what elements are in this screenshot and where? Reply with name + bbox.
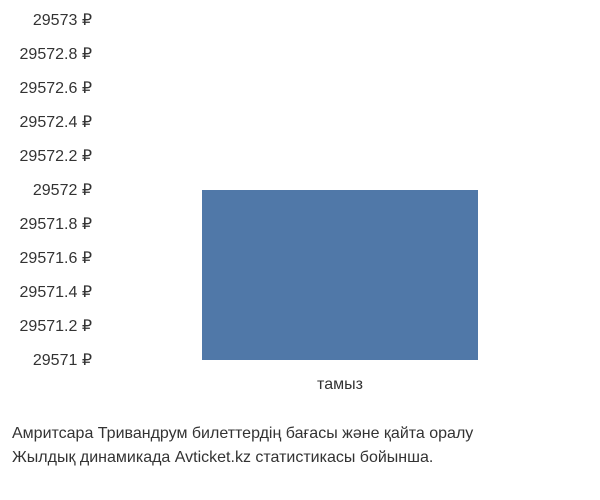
y-axis: 29573 ₽29572.8 ₽29572.6 ₽29572.4 ₽29572.…	[0, 20, 100, 360]
y-tick-label: 29572.2 ₽	[20, 146, 92, 166]
y-tick-label: 29573 ₽	[33, 10, 92, 30]
y-tick-label: 29571.6 ₽	[20, 248, 92, 268]
bar	[202, 190, 478, 360]
y-tick-label: 29572.4 ₽	[20, 112, 92, 132]
caption-line-2: Жылдық динамикада Avticket.kz статистика…	[12, 446, 473, 470]
chart-container: 29573 ₽ 29572.8 ₽ 29572.6 ₽ 29572.4 ₽ 29572.…	[0, 0, 600, 500]
chart-caption: Амритсара Тривандрум билеттердің бағасы …	[12, 422, 473, 470]
y-tick-label: 29571.2 ₽	[20, 316, 92, 336]
y-tick-label: 29572 ₽	[33, 180, 92, 200]
y-tick-label: 29571.8 ₽	[20, 214, 92, 234]
plot-area	[110, 20, 570, 360]
x-tick-label: тамыз	[317, 376, 363, 394]
caption-line-1: Амритсара Тривандрум билеттердің бағасы …	[12, 422, 473, 446]
y-tick-label: 29572.6 ₽	[20, 78, 92, 98]
y-tick-label: 29571.4 ₽	[20, 282, 92, 302]
y-tick-label: 29571 ₽	[33, 350, 92, 370]
y-tick-label: 29572.8 ₽	[20, 44, 92, 64]
